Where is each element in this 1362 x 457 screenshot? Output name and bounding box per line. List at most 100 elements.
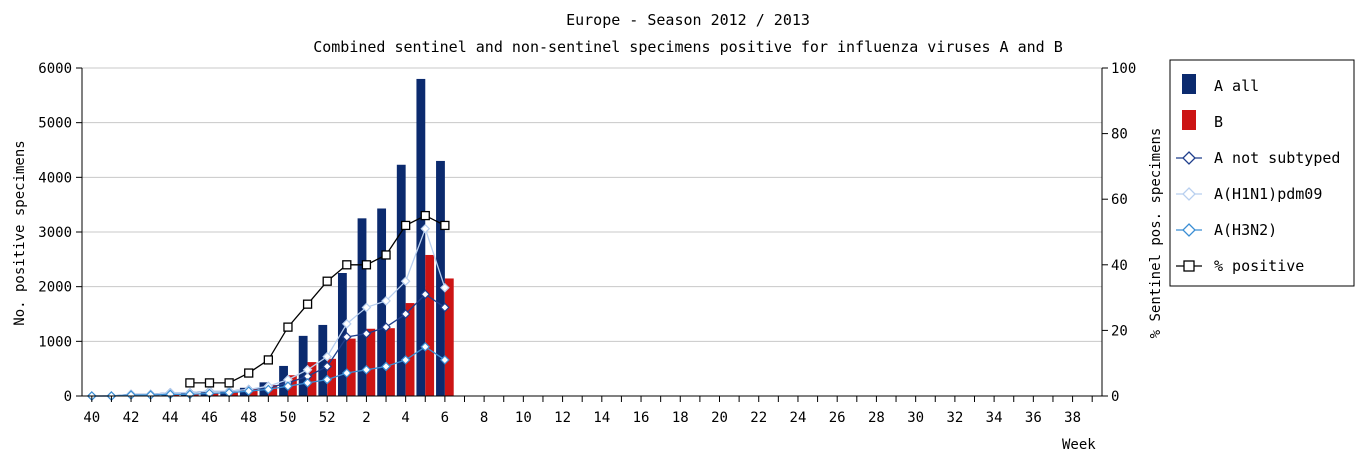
x-tick-label: 2 [362, 410, 370, 426]
legend-label: A all [1214, 77, 1259, 95]
bar-b [209, 392, 219, 396]
point-a-h3n2 [341, 368, 352, 378]
y-axis-right-label: % Sentinel pos. specimens [1148, 128, 1164, 339]
x-tick-label: 44 [162, 410, 179, 426]
x-tick-label: 32 [946, 410, 963, 426]
x-tick-label: 24 [790, 410, 807, 426]
bar-b [425, 254, 435, 396]
x-tick-label: 6 [441, 410, 449, 426]
bar-a-all [318, 324, 328, 396]
x-tick-label: 48 [240, 410, 257, 426]
x-tick-label: 12 [554, 410, 571, 426]
y-right-tick-label: 0 [1111, 389, 1119, 405]
point-a-h3n2 [400, 355, 411, 365]
legend-marker-positive [1183, 260, 1195, 272]
legend-box [1169, 59, 1355, 287]
y-left-tick-label: 5000 [38, 116, 72, 132]
x-tick-label: 4 [401, 410, 409, 426]
point-positive [381, 250, 391, 260]
legend-label: % positive [1214, 257, 1304, 275]
point-positive [342, 260, 352, 270]
bar-a-all [396, 164, 406, 396]
point-positive [401, 220, 411, 231]
point-positive [322, 276, 332, 286]
x-tick-label: 28 [868, 410, 885, 426]
x-tick-label: 18 [672, 410, 689, 426]
point-positive [283, 322, 293, 332]
point-a-h1n1-pdm09 [302, 364, 313, 375]
point-positive [244, 368, 254, 378]
y-left-tick-label: 6000 [38, 61, 72, 77]
point-positive [420, 210, 430, 221]
x-tick-label: 10 [515, 410, 532, 426]
x-tick-label: 52 [319, 410, 336, 426]
legend-label: A(H3N2) [1214, 221, 1277, 239]
gridlines [82, 67, 1102, 397]
x-tick-label: 38 [1064, 410, 1081, 426]
x-tick-label: 46 [201, 410, 218, 426]
x-tick-label: 26 [829, 410, 846, 426]
x-tick-label: 30 [907, 410, 924, 426]
bar-b [444, 278, 454, 396]
point-a-h3n2 [381, 361, 391, 372]
point-a-h1n1-pdm09 [341, 318, 352, 329]
x-tick-label: 20 [711, 410, 728, 426]
legend-label: A not subtyped [1214, 149, 1340, 167]
x-tick-label: 40 [83, 410, 100, 426]
point-a-h3n2 [263, 384, 274, 395]
x-tick-label: 36 [1025, 410, 1042, 426]
point-a-not-subtyped [400, 309, 411, 319]
point-a-h1n1-pdm09 [420, 223, 431, 234]
x-tick-label: 50 [280, 410, 297, 426]
bar-a-all [298, 335, 308, 396]
bar-b [405, 303, 415, 396]
x-tick-label: 8 [480, 410, 488, 426]
legend-swatch-b [1182, 110, 1196, 130]
y-right-tick-label: 40 [1111, 258, 1128, 274]
point-a-not-subtyped [361, 328, 372, 339]
point-positive [204, 378, 215, 388]
point-a-h3n2 [420, 341, 431, 352]
chart-title: Europe - Season 2012 / 2013 [566, 11, 810, 29]
chart-subtitle: Combined sentinel and non-sentinel speci… [313, 38, 1063, 56]
point-a-h3n2 [322, 374, 333, 385]
y-right-tick-label: 60 [1111, 192, 1128, 208]
legend-label: A(H1N1)pdm09 [1214, 185, 1322, 203]
bar-b [307, 362, 317, 396]
bar-b [229, 391, 238, 396]
x-axis-label: Week [1062, 437, 1096, 453]
point-positive [302, 299, 313, 309]
line-marks [86, 210, 450, 401]
bar-a-all [220, 391, 230, 396]
legend-label: B [1214, 113, 1223, 131]
legend-marker-a-h3n2 [1182, 223, 1196, 237]
point-positive [440, 220, 450, 231]
y-left-tick-label: 0 [64, 389, 72, 405]
axes: 0 1000 2000 3000 4000 5000 6000 0 20 40 60 80 100 40 4… [38, 61, 1136, 426]
point-a-not-subtyped [341, 332, 352, 342]
y-axis-left-label: No. positive specimens [12, 140, 28, 325]
point-positive [361, 260, 372, 270]
bar-a-all [337, 273, 347, 396]
bar-b [170, 394, 180, 396]
bar-b [366, 328, 376, 396]
point-a-h1n1-pdm09 [361, 302, 372, 313]
point-a-h1n1-pdm09 [322, 351, 333, 362]
bar-b [346, 338, 356, 396]
bar-a-all [436, 160, 445, 396]
legend: A all B A not subtyped A(H1N1)pdm09 A(H3N2)%… [1169, 59, 1355, 287]
point-a-h3n2 [283, 381, 293, 392]
point-a-h3n2 [361, 364, 372, 375]
x-tick-label: 22 [750, 410, 767, 426]
legend-marker-a-h1n1-pdm09 [1182, 187, 1196, 201]
bar-b [248, 388, 258, 396]
legend-swatch-a-all [1182, 74, 1196, 94]
point-a-h3n2 [243, 386, 254, 396]
bar-a-all [416, 78, 426, 396]
x-tick-label: 34 [986, 410, 1003, 426]
bar-b [327, 358, 337, 396]
point-a-not-subtyped [322, 361, 333, 372]
bar-b [268, 385, 278, 396]
bar-b [386, 328, 395, 396]
